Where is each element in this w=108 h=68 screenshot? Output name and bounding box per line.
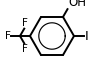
Text: F: F [5, 31, 11, 41]
Text: F: F [22, 44, 28, 54]
Text: I: I [84, 30, 88, 42]
Text: OH: OH [68, 0, 87, 9]
Text: F: F [22, 18, 28, 28]
